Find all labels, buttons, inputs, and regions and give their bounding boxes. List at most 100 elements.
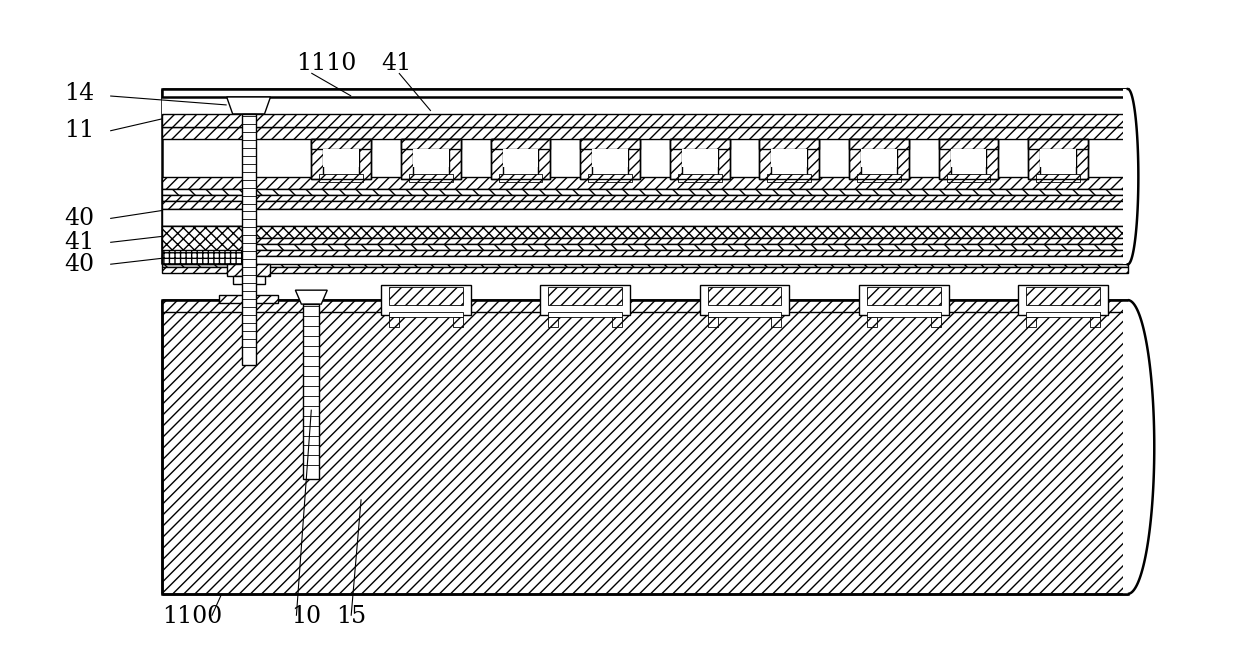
Bar <box>162 238 1128 244</box>
Bar <box>162 114 1128 127</box>
Bar <box>931 317 941 327</box>
Bar <box>162 300 1128 594</box>
Bar <box>1090 317 1100 327</box>
Bar <box>162 238 242 264</box>
Bar <box>1040 149 1076 166</box>
Bar <box>538 139 551 179</box>
Bar <box>857 174 900 181</box>
Text: 1110: 1110 <box>296 52 357 75</box>
Bar <box>311 139 324 179</box>
Bar <box>449 139 461 179</box>
Bar <box>218 295 279 303</box>
Bar <box>580 139 640 149</box>
Bar <box>401 139 461 179</box>
Bar <box>498 174 542 181</box>
Bar <box>413 149 449 166</box>
Bar <box>708 312 781 317</box>
Bar <box>162 256 1128 264</box>
Bar <box>162 227 1128 238</box>
Bar <box>939 139 998 149</box>
Bar <box>771 149 807 166</box>
Bar <box>1037 174 1080 181</box>
Bar <box>381 285 471 315</box>
Text: 41: 41 <box>64 231 94 254</box>
Bar <box>849 139 909 149</box>
Bar <box>1027 317 1037 327</box>
Bar <box>849 139 909 179</box>
Bar <box>580 139 640 179</box>
Bar <box>162 255 1128 261</box>
Bar <box>807 139 820 179</box>
Text: 11: 11 <box>64 119 94 142</box>
Bar <box>670 139 729 149</box>
Bar <box>162 195 1128 200</box>
Bar <box>162 300 1128 312</box>
Bar <box>682 149 718 166</box>
Bar <box>867 317 877 327</box>
Bar <box>389 287 463 305</box>
Bar <box>162 97 1128 115</box>
Bar <box>548 317 558 327</box>
Text: 40: 40 <box>64 207 94 230</box>
Bar <box>319 174 363 181</box>
Bar <box>1018 285 1107 315</box>
Bar <box>548 287 622 305</box>
Bar <box>1123 89 1143 264</box>
Bar <box>304 304 319 479</box>
Bar <box>162 267 1128 273</box>
Bar <box>699 285 790 315</box>
Bar <box>162 89 1128 97</box>
Bar <box>861 149 897 166</box>
Text: 41: 41 <box>381 52 412 75</box>
Bar <box>1123 300 1143 594</box>
Bar <box>311 139 371 149</box>
Polygon shape <box>295 290 327 304</box>
Bar <box>580 139 593 179</box>
Bar <box>1076 139 1087 179</box>
Text: 10: 10 <box>291 605 321 628</box>
Bar <box>389 312 463 317</box>
Bar <box>162 189 1128 195</box>
Bar <box>360 139 371 179</box>
Bar <box>502 149 538 166</box>
Bar <box>867 287 941 305</box>
Bar <box>678 174 722 181</box>
Bar <box>311 139 371 179</box>
Bar <box>401 139 413 179</box>
Bar <box>708 287 781 305</box>
Bar <box>162 244 1128 250</box>
Bar <box>951 149 987 166</box>
Bar <box>233 276 264 284</box>
Bar <box>939 139 951 179</box>
Bar <box>849 139 861 179</box>
Bar <box>768 174 811 181</box>
Bar <box>389 317 399 327</box>
Bar <box>859 285 949 315</box>
Bar <box>627 139 640 179</box>
Bar <box>491 139 551 149</box>
Bar <box>759 139 820 149</box>
Bar <box>867 312 941 317</box>
Text: 1100: 1100 <box>162 605 222 628</box>
Bar <box>162 227 242 250</box>
Bar <box>1028 139 1087 179</box>
Bar <box>242 114 255 365</box>
Bar <box>670 139 682 179</box>
Bar <box>613 317 622 327</box>
Bar <box>1028 139 1087 149</box>
Bar <box>162 127 1128 139</box>
Bar <box>227 264 270 276</box>
Text: 15: 15 <box>336 605 366 628</box>
Bar <box>409 174 453 181</box>
Bar <box>708 317 718 327</box>
Bar <box>491 139 502 179</box>
Bar <box>939 139 998 179</box>
Bar <box>588 174 632 181</box>
Bar <box>162 250 1128 256</box>
Bar <box>548 312 622 317</box>
Bar <box>1027 287 1100 305</box>
Bar <box>1027 312 1100 317</box>
Polygon shape <box>227 97 270 114</box>
Bar <box>759 139 771 179</box>
Bar <box>670 139 729 179</box>
